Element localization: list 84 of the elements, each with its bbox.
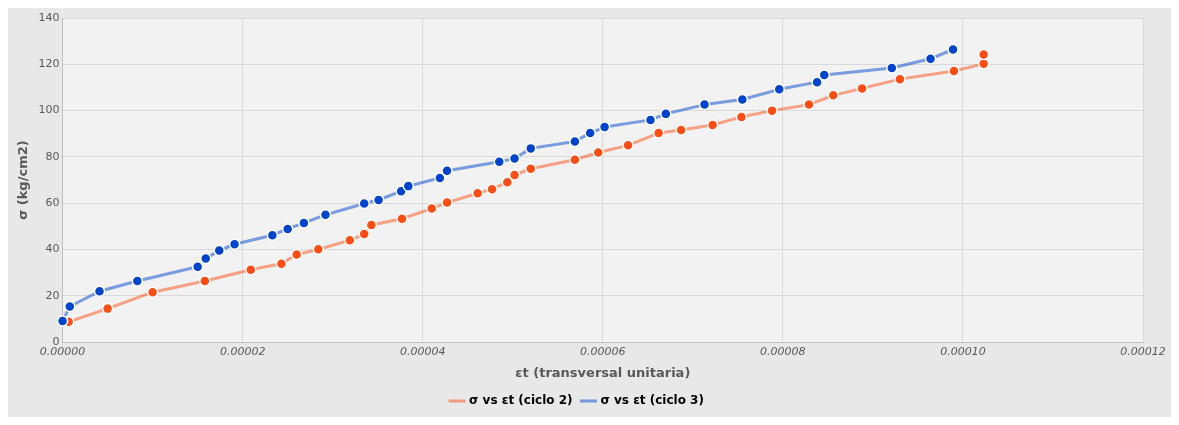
point (886, 62, 898, 74)
point (773, 83, 786, 96)
point (508, 152, 521, 165)
point (924, 53, 937, 65)
point (56, 315, 69, 327)
y-tick-label: 140 (38, 10, 60, 24)
point (569, 135, 581, 148)
point (584, 127, 596, 139)
point (266, 229, 279, 241)
point (660, 108, 672, 120)
legend-label: σ vs εt (ciclo 2) (469, 393, 573, 408)
point (228, 238, 241, 250)
x-tick-label: 0.00010 (940, 344, 986, 358)
point (245, 263, 257, 276)
point (358, 228, 370, 240)
point (471, 187, 484, 200)
point (441, 196, 453, 209)
point (652, 127, 665, 139)
point (698, 98, 711, 111)
point (372, 194, 385, 206)
point (736, 93, 749, 106)
point (365, 219, 378, 231)
point (290, 248, 303, 261)
y-tick-label: 60 (45, 196, 60, 210)
point (434, 172, 446, 184)
legend-label: σ vs εt (ciclo 3) (600, 393, 704, 408)
point (93, 285, 106, 297)
point (856, 82, 868, 95)
point (948, 65, 960, 77)
point (275, 257, 288, 270)
point (298, 217, 310, 229)
y-tick-label: 80 (45, 149, 60, 163)
point (396, 213, 408, 225)
point (200, 252, 212, 265)
point (977, 58, 990, 70)
x-tick-label: 0.00012 (1120, 344, 1166, 358)
point (101, 302, 114, 315)
point (894, 73, 906, 85)
point (281, 223, 294, 235)
point (508, 169, 521, 181)
point (569, 153, 581, 166)
point (622, 139, 634, 152)
point (598, 121, 611, 133)
point (644, 114, 657, 126)
point (344, 234, 356, 247)
x-tick-label: 0.00006 (580, 344, 626, 358)
point (402, 180, 415, 192)
point (146, 286, 159, 298)
point (312, 243, 325, 256)
x-tick-label: 0.00000 (39, 344, 86, 358)
point (425, 202, 438, 215)
x-tick-label: 0.00004 (399, 344, 446, 358)
point (811, 76, 823, 88)
point (803, 98, 815, 111)
y-tick-label: 100 (38, 103, 60, 117)
point (486, 183, 498, 195)
point (319, 209, 332, 221)
x-axis-title: εt (transversal unitaria) (515, 364, 691, 380)
x-tick-label: 0.00008 (760, 344, 806, 358)
point (213, 244, 225, 257)
point (493, 156, 506, 168)
point (735, 111, 748, 123)
point (525, 142, 537, 155)
point (827, 89, 840, 102)
point (977, 48, 990, 61)
point (131, 275, 144, 287)
point (191, 260, 204, 273)
x-tick-label: 0.00002 (219, 344, 266, 358)
point (501, 176, 514, 188)
point (525, 163, 537, 175)
y-axis-title: σ (kg/cm2) (15, 140, 31, 220)
point (592, 146, 605, 159)
point (199, 275, 211, 287)
point (947, 43, 959, 56)
y-tick-label: 40 (45, 242, 60, 256)
point (706, 119, 719, 131)
point (766, 104, 778, 117)
point (358, 197, 370, 210)
y-tick-label: 120 (38, 57, 60, 71)
y-tick-label: 20 (45, 288, 60, 302)
point (441, 165, 453, 177)
point (675, 124, 687, 136)
point (818, 69, 831, 81)
point (64, 300, 76, 313)
